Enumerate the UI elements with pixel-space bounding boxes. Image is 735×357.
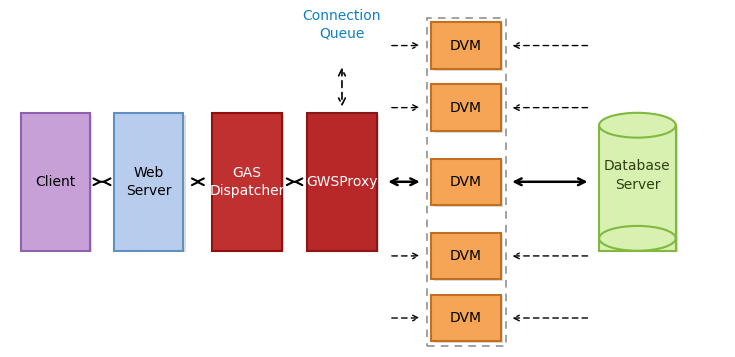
FancyBboxPatch shape [431, 233, 501, 279]
Text: DVM: DVM [450, 101, 482, 115]
FancyBboxPatch shape [599, 125, 675, 251]
Text: DVM: DVM [450, 175, 482, 189]
FancyBboxPatch shape [434, 86, 503, 133]
Ellipse shape [599, 226, 675, 251]
FancyBboxPatch shape [431, 22, 501, 69]
Text: GWSProxy: GWSProxy [306, 175, 378, 189]
FancyBboxPatch shape [215, 115, 284, 252]
FancyBboxPatch shape [601, 127, 678, 252]
Ellipse shape [599, 113, 675, 138]
Text: Web
Server: Web Server [126, 166, 171, 198]
FancyBboxPatch shape [309, 115, 379, 252]
Text: DVM: DVM [450, 249, 482, 263]
Text: Client: Client [35, 175, 76, 189]
FancyBboxPatch shape [116, 115, 185, 252]
FancyBboxPatch shape [434, 160, 503, 207]
FancyBboxPatch shape [114, 113, 183, 251]
Text: DVM: DVM [450, 311, 482, 325]
FancyBboxPatch shape [431, 295, 501, 341]
FancyBboxPatch shape [434, 24, 503, 71]
Text: Connection
Queue: Connection Queue [303, 9, 381, 40]
FancyBboxPatch shape [212, 113, 282, 251]
Text: GAS
Dispatcher: GAS Dispatcher [209, 166, 285, 198]
Text: DVM: DVM [450, 39, 482, 52]
FancyBboxPatch shape [431, 84, 501, 131]
FancyBboxPatch shape [434, 235, 503, 281]
FancyBboxPatch shape [23, 115, 92, 252]
FancyBboxPatch shape [21, 113, 90, 251]
FancyBboxPatch shape [434, 296, 503, 343]
FancyBboxPatch shape [307, 113, 376, 251]
FancyBboxPatch shape [431, 159, 501, 205]
Text: Database
Server: Database Server [604, 159, 671, 192]
